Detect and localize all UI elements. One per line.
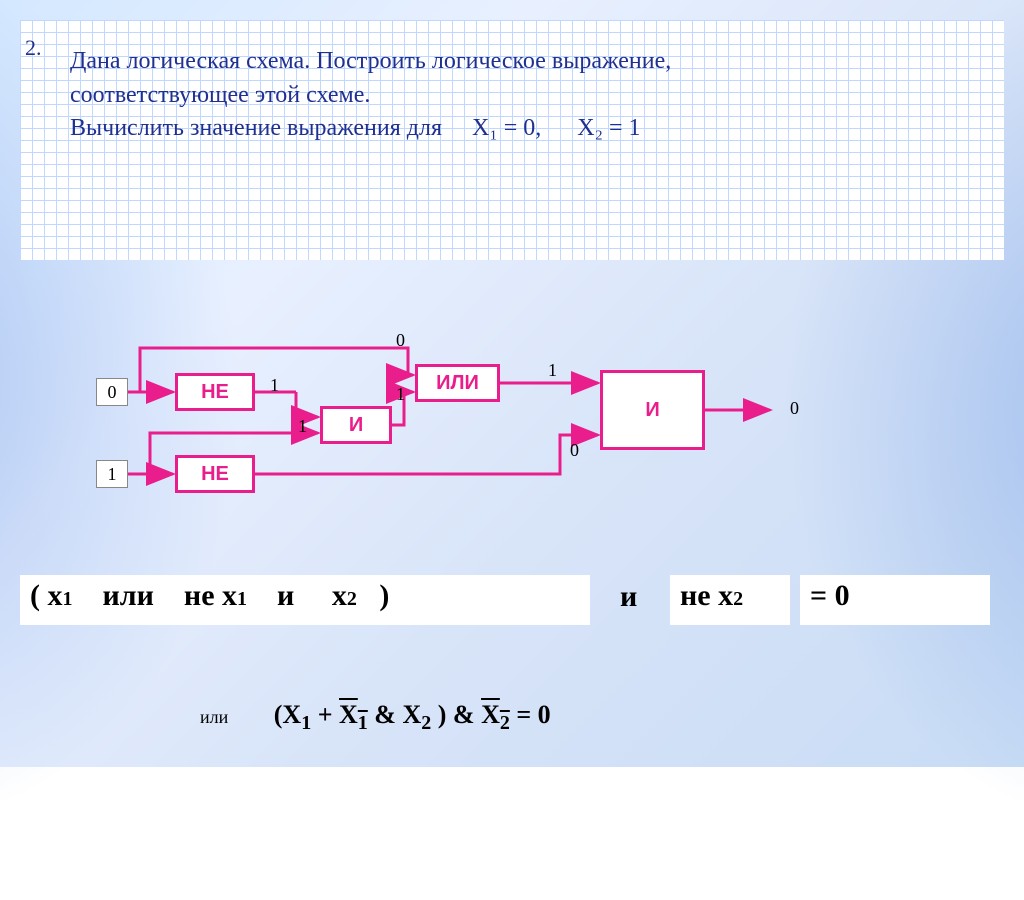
val-or-out: 1 [548,360,557,381]
val-or-in-top: 0 [396,330,405,351]
expr-p5: x [332,579,347,613]
wire-layer [0,320,1024,550]
problem-number: 2. [25,35,42,61]
formula-close: ) & [431,700,481,729]
expr-p9: = 0 [810,579,850,613]
gate-and1: И [320,406,392,444]
formula-s2b: 2 [500,712,510,734]
val-final: 0 [790,398,799,419]
val-not2-out: 0 [570,440,579,461]
formula-open: (X [274,700,301,729]
problem-text: Дана логическая схема. Построить логичес… [70,45,950,146]
formula-x2bar: X [481,700,500,729]
expr-p6: ) [379,579,389,613]
expr-p1: ( x [30,579,63,613]
expr-p5-sub: 2 [347,588,357,611]
gate-not1-label: НЕ [201,381,229,404]
problem-line1: Дана логическая схема. Построить логичес… [70,48,671,74]
input-top: 0 [96,378,128,406]
formula-eq: = 0 [510,700,551,729]
problem-line3-prefix: Вычислить значение выражения для [70,115,442,141]
input-top-value: 0 [108,382,117,403]
val-and1-out: 1 [396,384,405,405]
formula-amp: & X [368,700,421,729]
expr-p3-sub: 1 [237,588,247,611]
gate-and1-label: И [349,414,363,437]
expr-segment-2: не x2 [670,575,790,625]
x2-assign: X₂ = 1 [577,115,640,141]
input-bottom-value: 1 [108,464,117,485]
formula-row: или (X1 + X1 & X2 ) & X2 = 0 [200,700,551,735]
val-not1-out: 1 [270,375,279,396]
formula-s2: 2 [421,712,431,734]
expr-segment-3: = 0 [800,575,990,625]
expr-p1-sub: 1 [63,588,73,611]
expr-p7: и [620,580,637,614]
gate-not2-label: НЕ [201,463,229,486]
expr-p2: или [103,579,154,613]
gate-or1-label: ИЛИ [436,372,479,395]
expr-p8: не x [680,579,733,613]
formula-prefix: или [200,707,228,727]
expr-p4: и [277,579,294,613]
problem-line2: соответствующее этой схеме. [70,82,370,108]
gate-not1: НЕ [175,373,255,411]
expr-p8-sub: 2 [733,588,743,611]
gate-and2: И [600,370,705,450]
gate-and2-label: И [645,399,659,422]
formula-plus: + [311,700,339,729]
input-bottom: 1 [96,460,128,488]
formula-s1b: 1 [358,712,368,734]
x1-assign: X₁ = 0, [472,115,541,141]
logic-diagram: 0 1 НЕ НЕ И ИЛИ И 1 1 1 0 1 0 0 [0,320,1024,550]
formula-s1: 1 [301,712,311,734]
formula-x1bar: X [339,700,358,729]
gate-or1: ИЛИ [415,364,500,402]
gate-not2: НЕ [175,455,255,493]
expr-p3: не x [184,579,237,613]
val-and1-in2: 1 [298,416,307,437]
expr-segment-1: ( x1 или не x1 и x2 ) [20,575,590,625]
